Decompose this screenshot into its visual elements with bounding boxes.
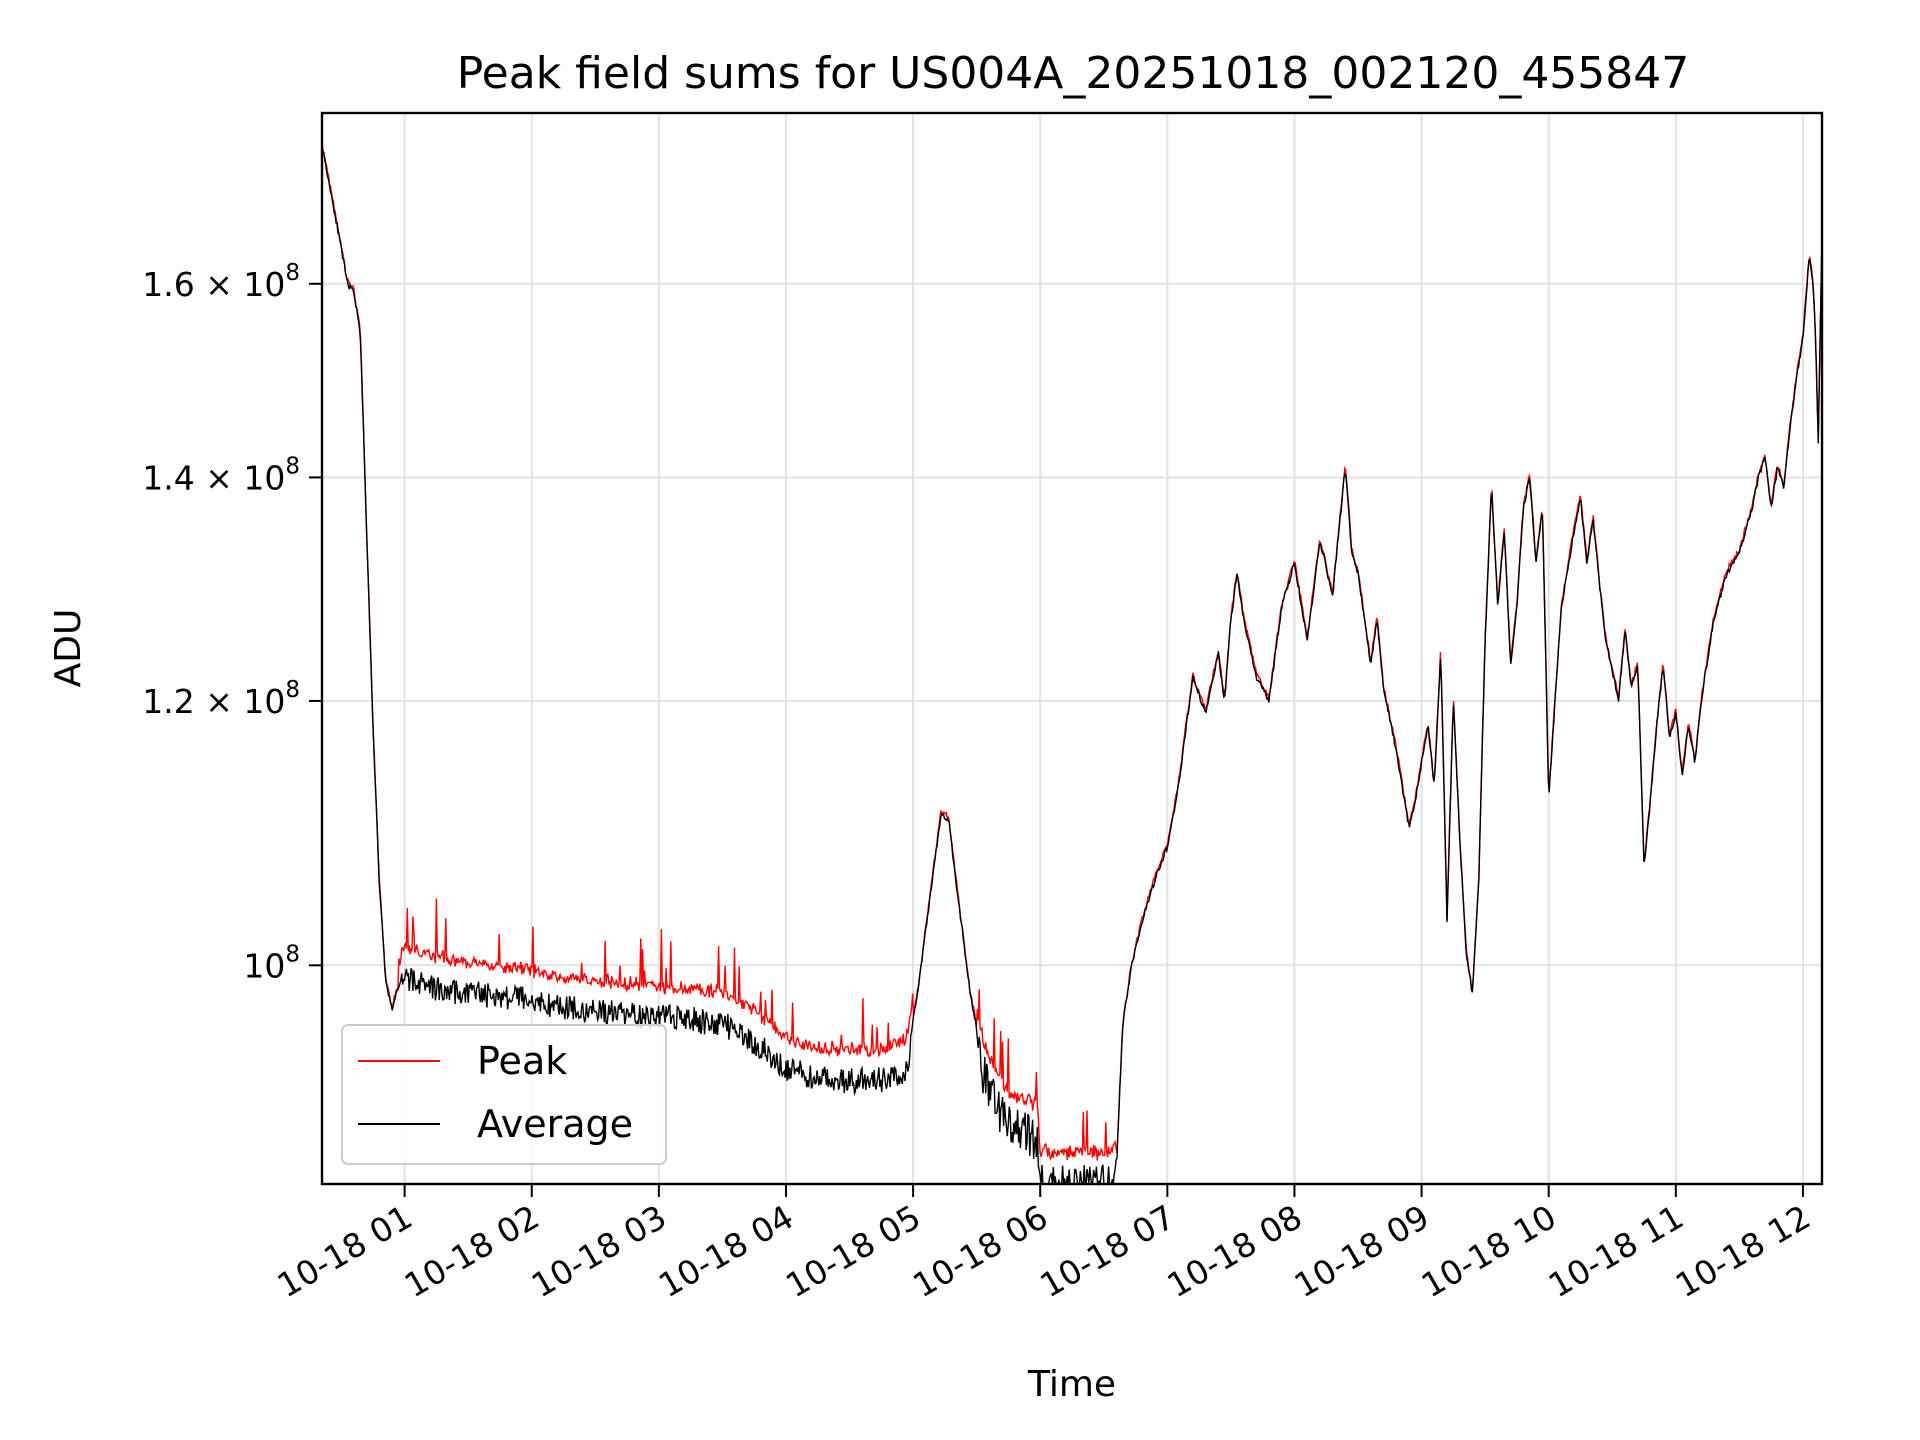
legend-average-label: Average xyxy=(477,1102,633,1146)
grid xyxy=(322,113,1822,1184)
y-tick-mantissa: 1.4 × 10 xyxy=(142,458,285,497)
y-tick-label: 1.4 × 108 xyxy=(142,453,300,497)
y-tick-label: 108 xyxy=(243,941,300,985)
y-tick-exponent: 8 xyxy=(285,941,300,967)
y-tick-exponent: 8 xyxy=(285,677,300,703)
y-tick-label: 1.2 × 108 xyxy=(142,677,300,721)
legend-peak-label: Peak xyxy=(477,1039,567,1083)
y-tick-exponent: 8 xyxy=(285,260,300,286)
y-tick-mantissa: 1.2 × 10 xyxy=(142,682,285,721)
legend: Peak Average xyxy=(341,1024,667,1165)
x-axis-label: Time xyxy=(1027,1364,1116,1405)
y-tick-exponent: 8 xyxy=(285,453,300,479)
legend-box xyxy=(341,1024,667,1165)
y-tick-mantissa: 10 xyxy=(243,946,285,985)
y-tick-label: 1.6 × 108 xyxy=(142,260,300,304)
y-axis-label: ADU xyxy=(48,609,89,688)
y-tick-mantissa: 1.6 × 10 xyxy=(142,265,285,304)
plot-frame xyxy=(320,111,1824,1186)
chart-title: Peak field sums for US004A_20251018_0021… xyxy=(457,48,1690,99)
